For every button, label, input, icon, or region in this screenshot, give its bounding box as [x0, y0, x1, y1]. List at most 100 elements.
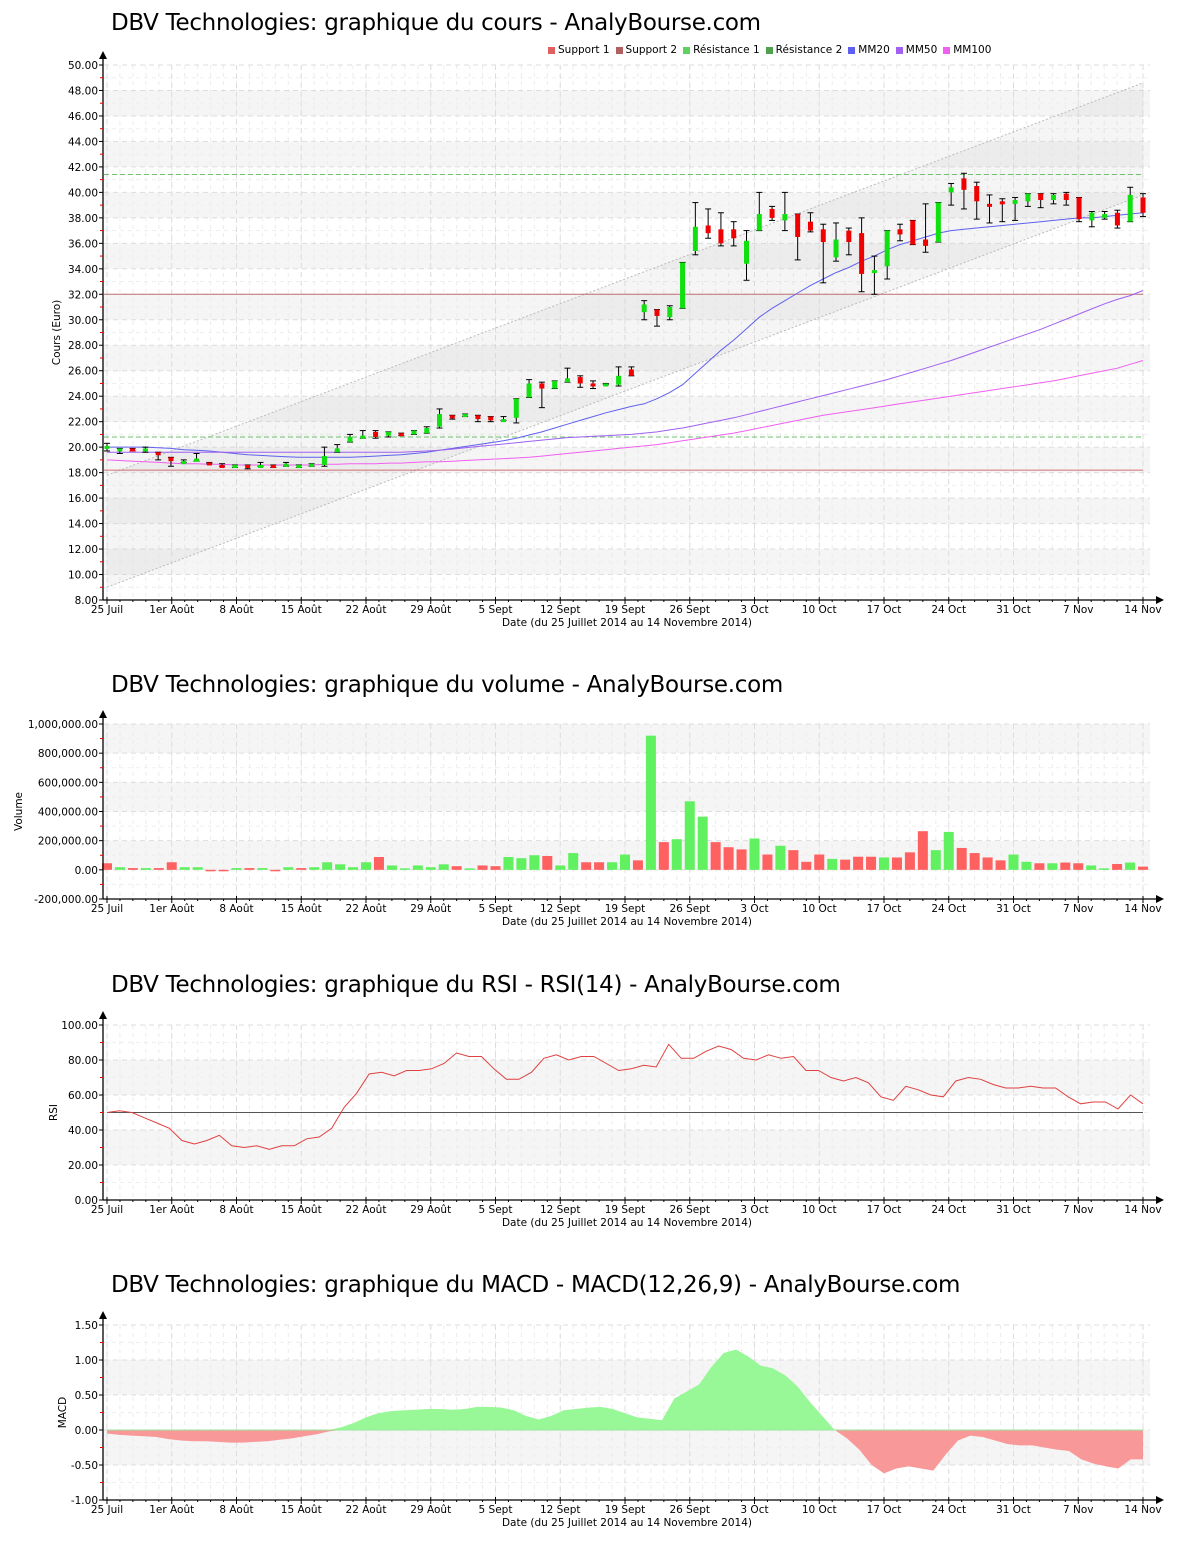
svg-text:-200,000.00: -200,000.00	[34, 894, 98, 906]
volume-bar	[322, 862, 333, 870]
legend-item: Support 1	[548, 44, 610, 56]
volume-chart-panel: DBV Technologies: graphique du volume - …	[0, 660, 1200, 950]
volume-bar	[1086, 865, 1097, 870]
volume-bar	[127, 868, 138, 870]
svg-text:15 Août: 15 Août	[281, 604, 322, 616]
svg-text:-1.00: -1.00	[71, 1495, 98, 1507]
svg-text:22 Août: 22 Août	[346, 604, 387, 616]
volume-bar	[361, 862, 371, 870]
svg-text:25 Juil: 25 Juil	[91, 604, 123, 616]
volume-bar	[1047, 863, 1058, 870]
svg-text:14 Nov: 14 Nov	[1124, 903, 1161, 915]
candle	[590, 380, 597, 390]
volume-bar	[995, 860, 1006, 870]
volume-bar	[503, 857, 514, 870]
svg-text:15 Août: 15 Août	[281, 1504, 322, 1516]
svg-text:36.00: 36.00	[68, 238, 98, 250]
svg-text:5 Sept: 5 Sept	[479, 604, 513, 616]
trend-upper-line	[106, 82, 1144, 476]
svg-text:8 Août: 8 Août	[219, 1504, 253, 1516]
svg-text:29 Août: 29 Août	[410, 1204, 451, 1216]
candle	[526, 379, 533, 398]
candle	[615, 366, 622, 387]
candle	[1101, 210, 1108, 220]
svg-text:26 Sept: 26 Sept	[669, 1204, 710, 1216]
candle	[283, 461, 290, 467]
volume-bar	[244, 868, 255, 870]
svg-text:Date (du 25 Juillet 2014 au 14: Date (du 25 Juillet 2014 au 14 Novembre …	[502, 1217, 752, 1229]
svg-text:8 Août: 8 Août	[219, 903, 253, 915]
volume-bar	[632, 860, 643, 870]
legend-label: MM100	[953, 44, 992, 56]
candle	[756, 191, 763, 232]
svg-text:0.00: 0.00	[75, 1425, 98, 1437]
svg-text:14.00: 14.00	[68, 519, 98, 531]
candle	[628, 366, 635, 377]
volume-bar	[192, 867, 203, 870]
candle	[833, 222, 840, 262]
candle	[1140, 193, 1146, 218]
candle	[538, 381, 545, 409]
candle	[820, 223, 827, 284]
candle	[1037, 193, 1044, 209]
volume-bar	[166, 862, 177, 870]
legend-swatch-icon	[765, 46, 773, 54]
mm100-line	[106, 360, 1144, 466]
candle	[206, 461, 213, 466]
svg-text:3 Oct: 3 Oct	[740, 1504, 768, 1516]
volume-bar	[451, 866, 462, 870]
svg-text:22 Août: 22 Août	[346, 1204, 387, 1216]
volume-bar	[1099, 868, 1110, 870]
price-chart-legend: Support 1 Support 2 Résistance 1 Résistance…	[548, 44, 991, 56]
volume-bar	[114, 867, 125, 870]
volume-bar	[891, 857, 902, 870]
candle	[743, 230, 750, 281]
macd-positive-area	[107, 1349, 1143, 1430]
svg-text:31 Oct: 31 Oct	[996, 1504, 1031, 1516]
svg-text:26.00: 26.00	[68, 366, 98, 378]
volume-bar	[853, 856, 864, 870]
candle	[1088, 210, 1095, 228]
volume-bar	[814, 854, 825, 870]
svg-text:22.00: 22.00	[68, 417, 98, 429]
svg-text:24.00: 24.00	[68, 391, 98, 403]
legend-swatch-icon	[683, 46, 691, 54]
volume-bar	[373, 857, 384, 870]
svg-text:40.00: 40.00	[68, 1125, 98, 1137]
rsi-chart-title: DBV Technologies: graphique du RSI - RSI…	[111, 972, 841, 998]
svg-text:10 Oct: 10 Oct	[802, 1504, 837, 1516]
svg-text:17 Oct: 17 Oct	[867, 604, 902, 616]
volume-bar	[438, 864, 449, 870]
legend-label: Résistance 1	[693, 44, 760, 56]
legend-label: MM50	[905, 44, 938, 56]
volume-bar	[218, 869, 229, 872]
svg-text:19 Sept: 19 Sept	[605, 1204, 646, 1216]
candle	[104, 442, 110, 452]
rsi-line	[106, 1043, 1144, 1150]
legend-item: MM20	[848, 44, 890, 56]
axes: -1.00 -0.50 0.00 0.50 1.00 1.50 25 Juil 1er Aoû…	[57, 1311, 1164, 1529]
candle	[193, 453, 200, 462]
svg-text:8.00: 8.00	[75, 595, 98, 607]
candle	[308, 463, 315, 467]
legend-item: Support 2	[615, 44, 677, 56]
svg-text:48.00: 48.00	[68, 85, 98, 97]
svg-text:38.00: 38.00	[68, 213, 98, 225]
volume-bar	[205, 869, 216, 872]
svg-text:7 Nov: 7 Nov	[1063, 1204, 1094, 1216]
svg-text:22 Août: 22 Août	[346, 1504, 387, 1516]
volume-bar	[982, 857, 993, 870]
svg-text:80.00: 80.00	[68, 1055, 98, 1067]
candle	[474, 414, 481, 423]
svg-text:42.00: 42.00	[68, 162, 98, 174]
trend-lower-line	[106, 194, 1144, 588]
volume-bar	[386, 865, 397, 870]
svg-text:0.00: 0.00	[75, 1195, 98, 1207]
volume-bar	[516, 858, 527, 870]
volume-bar	[620, 854, 630, 870]
svg-text:29 Août: 29 Août	[410, 903, 451, 915]
volume-bar	[1112, 864, 1123, 870]
svg-text:600,000.00: 600,000.00	[38, 777, 98, 789]
candle	[129, 447, 136, 452]
svg-text:1,000,000.00: 1,000,000.00	[28, 719, 98, 731]
